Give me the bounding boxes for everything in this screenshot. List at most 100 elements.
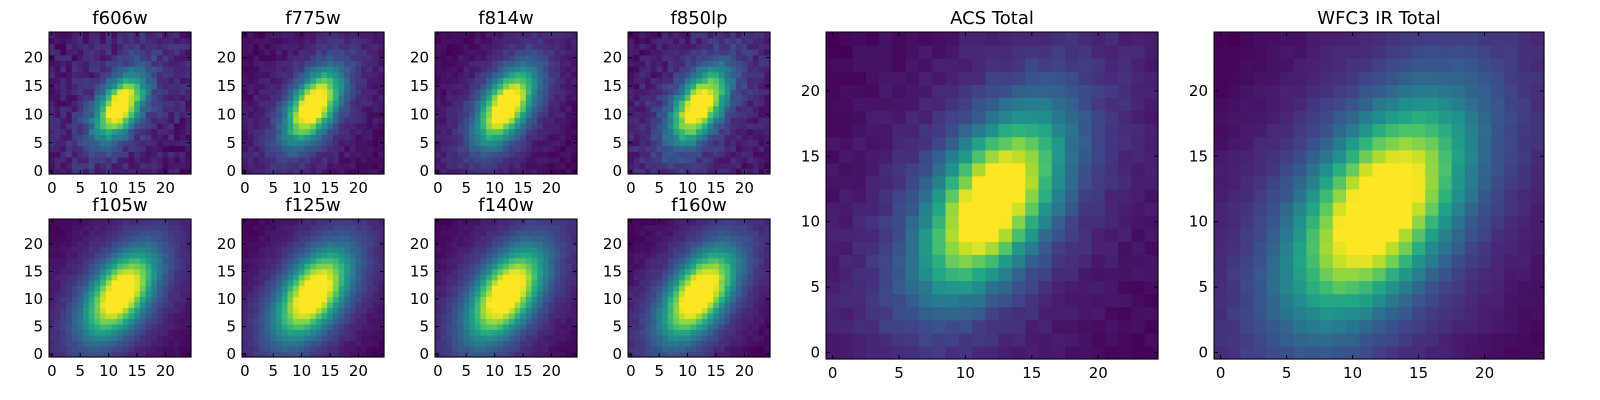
heatmap-cell: [77, 37, 84, 44]
heatmap-cell: [105, 290, 113, 297]
heatmap-cell: [71, 139, 78, 147]
heatmap-cell: [134, 145, 141, 152]
heatmap-cell: [83, 151, 90, 158]
heatmap-cell: [145, 117, 152, 124]
heatmap-cell: [520, 83, 527, 90]
heatmap-cell: [54, 83, 61, 90]
heatmap-cell: [264, 252, 271, 259]
heatmap-cell: [440, 111, 447, 118]
heatmap-cell: [565, 43, 572, 50]
heatmap-cell: [88, 301, 96, 308]
heatmap-cell: [66, 128, 73, 135]
heatmap-cell: [332, 168, 340, 175]
heatmap-cell: [60, 246, 67, 253]
heatmap-cell: [264, 351, 271, 358]
heatmap-cell: [287, 329, 294, 336]
heatmap-cell: [111, 83, 118, 90]
heatmap-cell: [66, 241, 73, 248]
heatmap-cell: [503, 252, 510, 259]
heatmap-cell: [264, 122, 271, 130]
heatmap-cell: [242, 156, 249, 164]
heatmap-cell: [321, 246, 328, 253]
heatmap-cell: [259, 83, 266, 90]
heatmap-cell: [293, 77, 300, 84]
heatmap-cell: [327, 252, 334, 259]
heatmap-cell: [71, 230, 78, 237]
heatmap-cell: [293, 100, 300, 107]
heatmap-cell: [679, 105, 686, 113]
heatmap-cell: [366, 105, 374, 113]
heatmap-cell: [105, 43, 113, 50]
heatmap-cell: [548, 323, 555, 330]
heatmap-cell: [730, 66, 737, 73]
heatmap-cell: [713, 117, 720, 124]
x-tick-label: 10: [292, 362, 311, 380]
heatmap-cell: [633, 117, 640, 124]
heatmap-cell: [701, 312, 709, 319]
heatmap-cell: [372, 134, 379, 141]
heatmap-cell: [361, 83, 368, 90]
heatmap-cell: [134, 134, 141, 141]
heatmap-cell: [276, 230, 283, 237]
heatmap-cell: [321, 351, 328, 358]
heatmap-cell: [173, 94, 181, 101]
heatmap-cell: [548, 151, 555, 158]
heatmap-cell: [514, 94, 521, 101]
heatmap-cell: [77, 318, 84, 325]
heatmap-cell: [60, 345, 67, 353]
heatmap-cell: [480, 285, 487, 292]
heatmap-cell: [54, 66, 61, 73]
heatmap-cell: [349, 301, 357, 308]
heatmap-cell: [497, 235, 504, 242]
heatmap-cell: [463, 122, 470, 130]
heatmap-cell: [270, 151, 277, 158]
heatmap-cell: [281, 111, 289, 118]
heatmap-cell: [735, 340, 743, 347]
heatmap-cell: [662, 329, 669, 336]
heatmap-cell: [486, 345, 493, 353]
heatmap-cell: [293, 117, 300, 124]
heatmap-cell: [747, 105, 754, 113]
heatmap-cell: [559, 77, 567, 84]
heatmap-cell: [66, 279, 73, 286]
heatmap-cell: [315, 219, 323, 226]
heatmap-cell: [537, 307, 544, 314]
heatmap-cell: [94, 268, 101, 275]
heatmap-cell: [378, 128, 385, 135]
heatmap-cell: [565, 307, 572, 314]
heatmap-cell: [100, 156, 107, 164]
y-tick-label: 15: [217, 262, 236, 280]
heatmap-cell: [168, 241, 175, 248]
heatmap-cell: [520, 128, 527, 135]
heatmap-cell: [139, 77, 147, 84]
heatmap-cell: [304, 307, 311, 314]
heatmap-cell: [531, 77, 538, 84]
heatmap-cell: [349, 268, 357, 275]
heatmap-cell: [344, 230, 351, 237]
heatmap-cell: [253, 117, 260, 124]
heatmap-cell: [491, 162, 499, 169]
heatmap-cell: [486, 88, 493, 96]
heatmap-cell: [122, 128, 130, 135]
heatmap-cell: [293, 111, 300, 118]
heatmap-cell: [281, 49, 289, 56]
heatmap-cell: [66, 168, 73, 175]
heatmap-cell: [645, 111, 652, 118]
heatmap-cell: [650, 334, 657, 342]
heatmap-cell: [724, 296, 731, 303]
heatmap-cell: [253, 83, 260, 90]
heatmap-cell: [469, 100, 476, 107]
heatmap-cell: [264, 323, 271, 330]
heatmap-cell: [724, 32, 731, 39]
heatmap-cell: [514, 83, 521, 90]
panel-title: f125w: [285, 195, 340, 216]
heatmap-cell: [559, 340, 567, 347]
heatmap-cell: [452, 285, 459, 292]
heatmap-cell: [54, 351, 61, 358]
heatmap-cell: [361, 88, 368, 96]
heatmap-cell: [355, 100, 362, 107]
heatmap-cell: [105, 345, 113, 353]
heatmap-cell: [71, 334, 78, 342]
heatmap-cell: [724, 105, 731, 113]
heatmap-cell: [276, 77, 283, 84]
